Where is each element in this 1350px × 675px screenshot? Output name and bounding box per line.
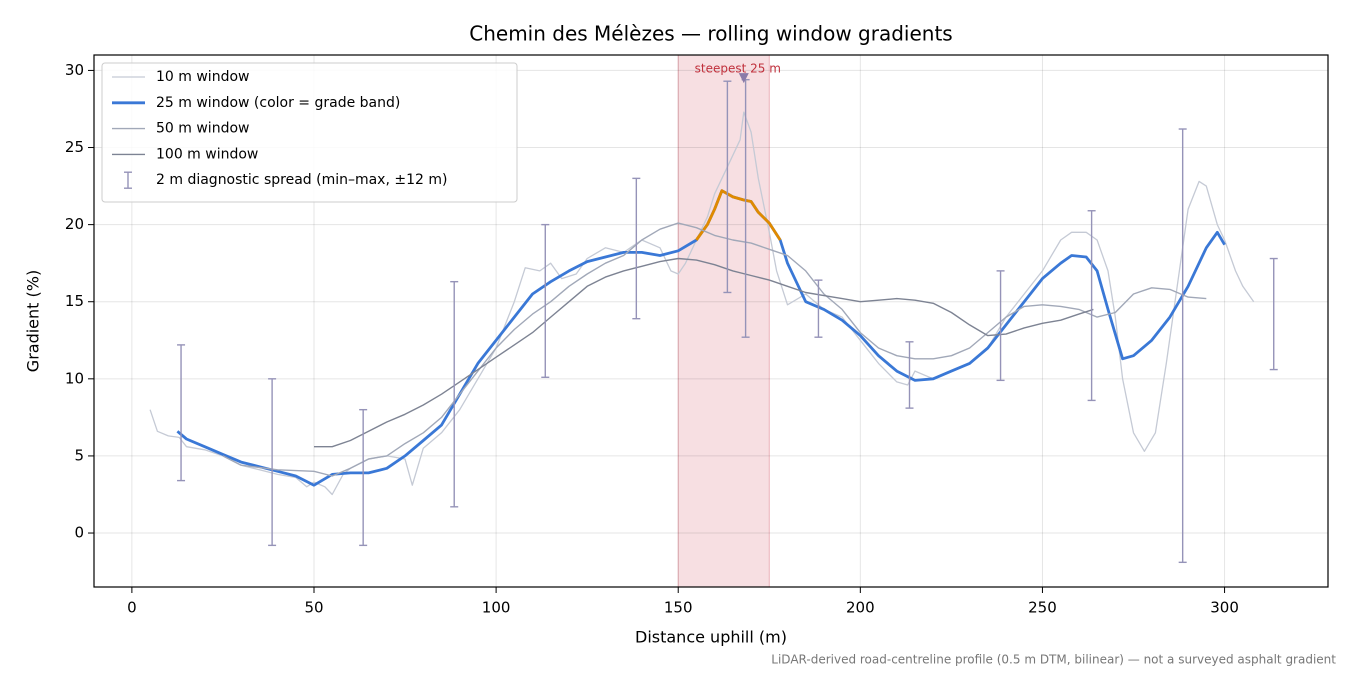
y-tick-label: 5 bbox=[74, 446, 84, 464]
x-axis-label: Distance uphill (m) bbox=[635, 628, 787, 647]
grade-band-line bbox=[695, 189, 782, 241]
x-tick-label: 50 bbox=[304, 599, 323, 617]
chart-title: Chemin des Mélèzes — rolling window grad… bbox=[469, 22, 952, 46]
highlight-span bbox=[677, 54, 770, 588]
x-tick-label: 100 bbox=[482, 599, 511, 617]
series-line bbox=[314, 257, 1094, 448]
error-bar bbox=[541, 223, 550, 378]
error-bar bbox=[905, 341, 914, 409]
x-tick-label: 300 bbox=[1210, 599, 1239, 617]
legend-label: 10 m window bbox=[156, 69, 249, 85]
legend-label: 25 m window (color = grade band) bbox=[156, 95, 400, 111]
y-tick-label: 15 bbox=[65, 292, 84, 310]
legend-label: 50 m window bbox=[156, 121, 249, 137]
error-bar bbox=[177, 344, 186, 482]
y-tick-label: 25 bbox=[65, 138, 84, 156]
x-tick-label: 0 bbox=[127, 599, 137, 617]
error-bar bbox=[450, 280, 459, 508]
series-line bbox=[222, 222, 1207, 477]
y-tick-label: 0 bbox=[74, 524, 84, 542]
error-bar bbox=[814, 279, 823, 338]
error-bar bbox=[1178, 128, 1187, 564]
error-bar bbox=[996, 270, 1005, 382]
error-bar bbox=[723, 80, 732, 294]
x-tick-label: 250 bbox=[1028, 599, 1057, 617]
y-tick-label: 30 bbox=[65, 61, 84, 79]
x-tick-label: 200 bbox=[846, 599, 875, 617]
y-tick-label: 20 bbox=[65, 215, 84, 233]
series-line bbox=[149, 111, 1255, 496]
annotation-label: steepest 25 m bbox=[695, 62, 781, 76]
x-tick-label: 150 bbox=[664, 599, 693, 617]
y-tick-label: 10 bbox=[65, 369, 84, 387]
error-bar bbox=[632, 177, 641, 320]
legend-label: 2 m diagnostic spread (min–max, ±12 m) bbox=[156, 172, 447, 188]
error-bar bbox=[1269, 257, 1278, 371]
plot-frame bbox=[93, 54, 1329, 588]
error-bar bbox=[359, 408, 368, 547]
legend-label: 100 m window bbox=[156, 146, 258, 162]
y-axis-label: Gradient (%) bbox=[24, 270, 43, 372]
footnote: LiDAR-derived road-centreline profile (0… bbox=[771, 653, 1336, 667]
annotation-marker bbox=[738, 73, 749, 84]
error-bar bbox=[268, 378, 277, 547]
error-bar bbox=[1087, 210, 1096, 402]
legend-box bbox=[101, 62, 518, 203]
